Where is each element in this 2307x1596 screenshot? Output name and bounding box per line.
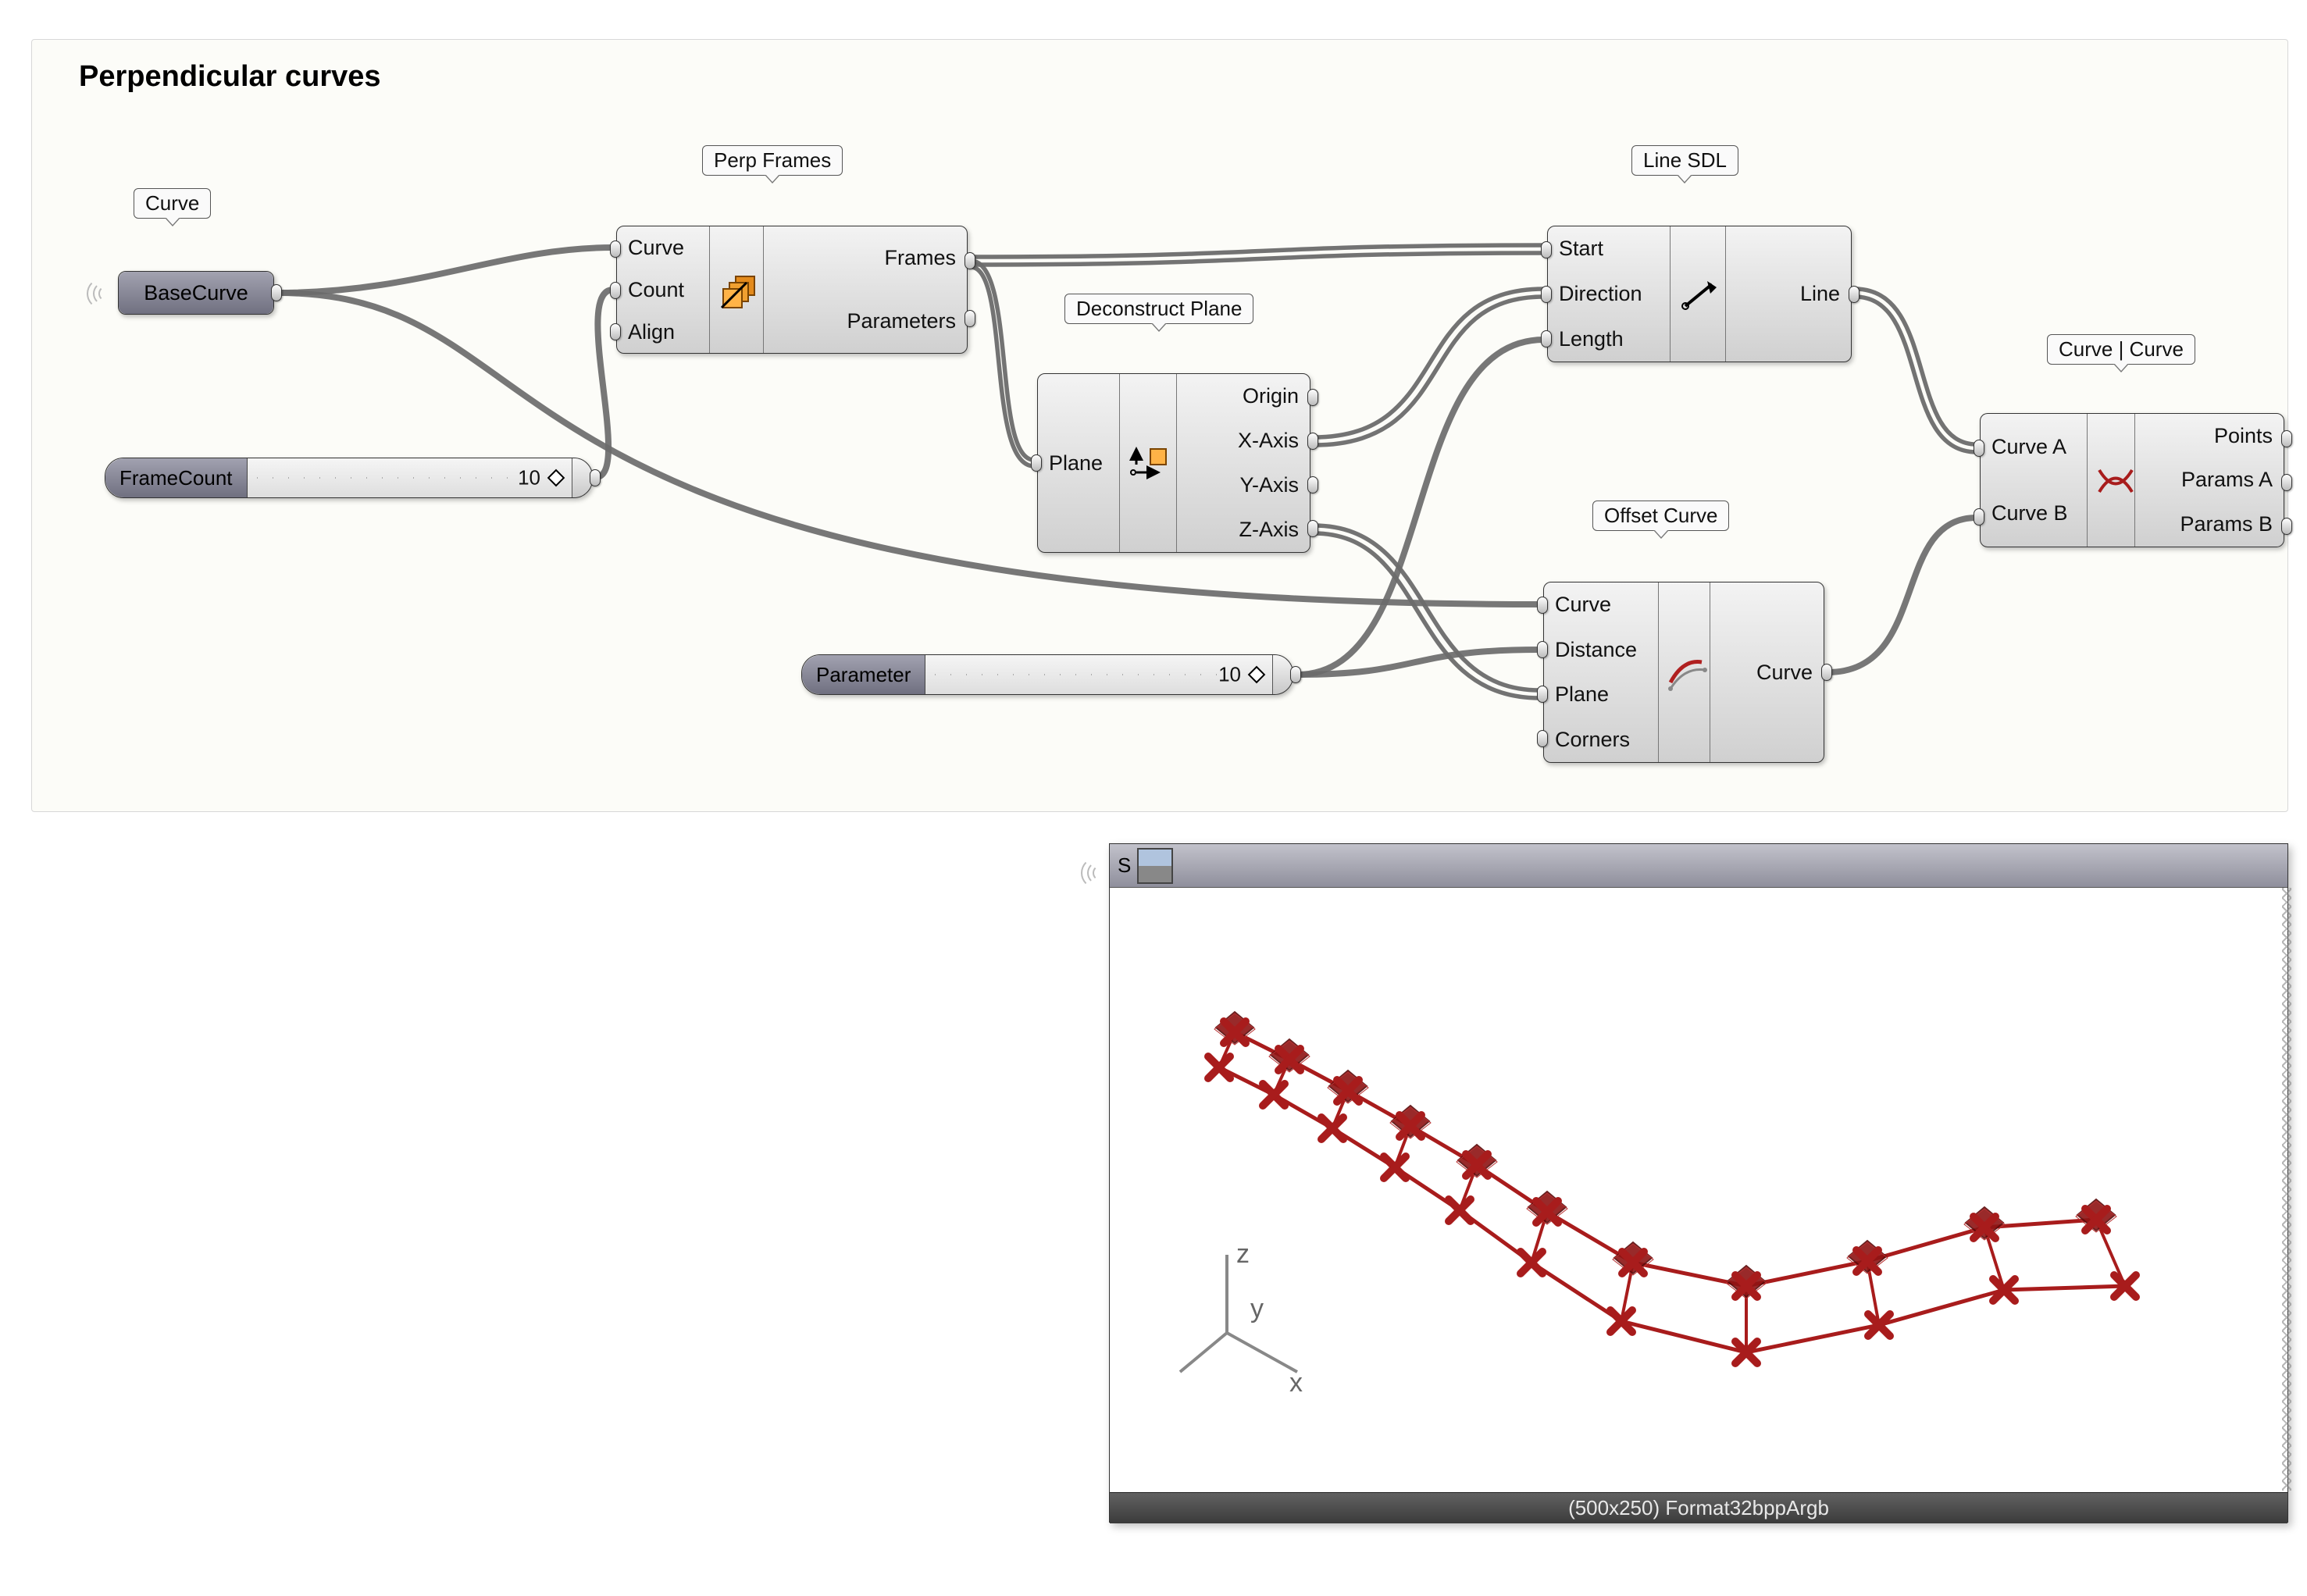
- line-sdl-icon: [1681, 278, 1720, 312]
- tag-perp-frames: Perp Frames: [702, 145, 843, 176]
- viewport-title-letter: S: [1118, 853, 1131, 878]
- canvas-group: Perpendicular curves Curve Perp Frames D…: [31, 39, 2288, 812]
- ripple-icon: [1081, 850, 1104, 896]
- grip[interactable]: [1537, 730, 1548, 747]
- ripple-icon: [87, 270, 110, 317]
- port-origin[interactable]: Origin: [1181, 381, 1310, 411]
- curve-curve-icon: [2096, 462, 2135, 500]
- slider-track[interactable]: 10: [925, 655, 1272, 694]
- diamond-icon: [1248, 666, 1266, 684]
- tag-curve: Curve: [134, 188, 211, 219]
- grip[interactable]: [610, 282, 621, 299]
- perp-frames-component[interactable]: Curve Count Align Frames Parameters: [616, 226, 968, 354]
- port-corners[interactable]: Corners: [1544, 725, 1653, 755]
- viewport-thumb-icon[interactable]: [1137, 848, 1173, 884]
- grip[interactable]: [1307, 476, 1318, 493]
- tag-curve-curve: Curve | Curve: [2047, 334, 2195, 365]
- port-yaxis[interactable]: Y-Axis: [1181, 470, 1310, 501]
- grip[interactable]: [610, 240, 621, 258]
- port-points[interactable]: Points: [2139, 421, 2284, 451]
- port-frames[interactable]: Frames: [768, 243, 967, 273]
- port-line[interactable]: Line: [1730, 279, 1851, 309]
- frame-count-value: 10: [518, 466, 540, 490]
- tag-line-sdl: Line SDL: [1631, 145, 1738, 176]
- grip[interactable]: [1974, 508, 1984, 525]
- port-distance[interactable]: Distance: [1544, 635, 1653, 665]
- port-curve-in[interactable]: Curve: [1544, 590, 1653, 620]
- viewport-status: (500x250) Format32bppArgb: [1110, 1492, 2287, 1523]
- grip[interactable]: [1821, 664, 1832, 681]
- grip[interactable]: [271, 284, 282, 301]
- base-curve-param[interactable]: BaseCurve: [118, 271, 274, 315]
- grip[interactable]: [1849, 286, 1860, 303]
- grip[interactable]: [1537, 597, 1548, 614]
- offset-curve-icon: [1667, 654, 1708, 692]
- parameter-label: Parameter: [802, 655, 925, 694]
- grip[interactable]: [1307, 389, 1318, 406]
- perp-frames-icon: [720, 270, 761, 311]
- line-sdl-component[interactable]: Start Direction Length Line: [1547, 226, 1852, 362]
- viewport-canvas[interactable]: z y x: [1110, 888, 2287, 1492]
- port-align[interactable]: Align: [617, 317, 703, 347]
- grip[interactable]: [1290, 666, 1301, 683]
- grip[interactable]: [1307, 433, 1318, 450]
- grip[interactable]: [1307, 520, 1318, 537]
- grip[interactable]: [2281, 474, 2292, 491]
- port-count[interactable]: Count: [617, 275, 703, 305]
- grip[interactable]: [1537, 686, 1548, 703]
- grip[interactable]: [1537, 641, 1548, 658]
- port-curve-b[interactable]: Curve B: [1981, 498, 2082, 529]
- port-plane-in[interactable]: Plane: [1544, 679, 1653, 710]
- parameter-value: 10: [1218, 663, 1241, 687]
- base-curve-label: BaseCurve: [119, 272, 273, 314]
- port-length[interactable]: Length: [1548, 324, 1665, 354]
- parameter-slider[interactable]: Parameter 10: [801, 654, 1293, 695]
- slider-track[interactable]: 10: [248, 458, 572, 497]
- grip[interactable]: [610, 323, 621, 340]
- resize-edge-icon[interactable]: [2282, 888, 2291, 1491]
- grip[interactable]: [1541, 330, 1552, 347]
- port-zaxis[interactable]: Z-Axis: [1181, 515, 1310, 545]
- grip[interactable]: [965, 252, 975, 269]
- grip[interactable]: [965, 310, 975, 327]
- curve-curve-component[interactable]: Curve A Curve B Points Params A Params B: [1980, 413, 2284, 547]
- tag-deconstruct-plane: Deconstruct Plane: [1064, 294, 1253, 324]
- grip[interactable]: [1974, 440, 1984, 457]
- group-title: Perpendicular curves: [79, 60, 381, 94]
- port-curve-out[interactable]: Curve: [1714, 657, 1824, 688]
- port-direction[interactable]: Direction: [1548, 279, 1665, 309]
- port-curve[interactable]: Curve: [617, 233, 703, 263]
- diamond-icon: [547, 469, 565, 487]
- viewport-panel[interactable]: S z y x: [1109, 843, 2288, 1523]
- port-plane[interactable]: Plane: [1038, 448, 1116, 479]
- port-params-b[interactable]: Params B: [2139, 509, 2284, 540]
- port-xaxis[interactable]: X-Axis: [1181, 426, 1310, 456]
- port-parameters[interactable]: Parameters: [768, 306, 967, 337]
- grip[interactable]: [590, 469, 601, 486]
- port-curve-a[interactable]: Curve A: [1981, 432, 2082, 462]
- frame-count-slider[interactable]: FrameCount 10: [105, 458, 593, 498]
- deconstruct-plane-component[interactable]: Plane Origin X-Axis Y-Axis Z-Axis: [1037, 373, 1310, 553]
- viewport-titlebar[interactable]: S: [1110, 844, 2287, 888]
- tag-offset-curve: Offset Curve: [1592, 501, 1729, 531]
- grip[interactable]: [1541, 286, 1552, 303]
- deconstruct-plane-icon: [1129, 446, 1172, 482]
- port-params-a[interactable]: Params A: [2139, 465, 2284, 495]
- geometry-view: [1110, 888, 2287, 1492]
- offset-curve-component[interactable]: Curve Distance Plane Corners Curve: [1543, 582, 1824, 763]
- grip[interactable]: [2281, 430, 2292, 447]
- grip[interactable]: [1031, 454, 1042, 472]
- grip[interactable]: [1541, 241, 1552, 258]
- frame-count-label: FrameCount: [105, 458, 248, 497]
- port-start[interactable]: Start: [1548, 233, 1665, 264]
- grip[interactable]: [2281, 518, 2292, 535]
